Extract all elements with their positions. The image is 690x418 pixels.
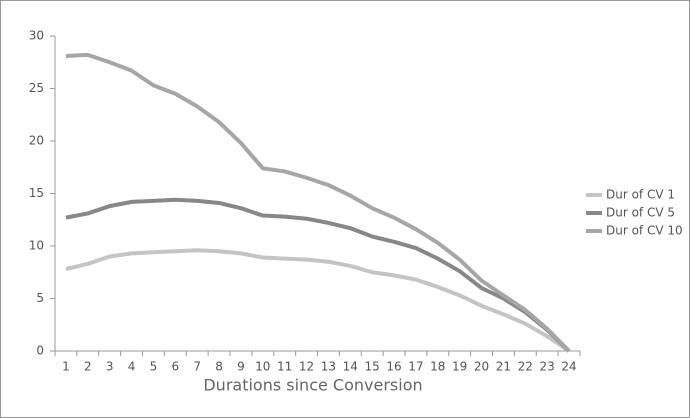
x-tick-label: 17 xyxy=(408,360,423,374)
series-line xyxy=(65,197,571,353)
x-tick-label: 8 xyxy=(215,360,223,374)
x-tick-label: 14 xyxy=(343,360,358,374)
x-tick-label: 19 xyxy=(452,360,467,374)
x-tick-label: 24 xyxy=(561,360,576,374)
legend-label: Dur of CV 1 xyxy=(606,188,675,202)
x-tick-label: 4 xyxy=(128,360,136,374)
x-tick-label: 12 xyxy=(299,360,314,374)
x-tick-label: 18 xyxy=(430,360,445,374)
x-tick-label: 15 xyxy=(365,360,380,374)
x-tick-label: 21 xyxy=(496,360,511,374)
x-tick-label: 11 xyxy=(277,360,292,374)
x-axis-title: Durations since Conversion xyxy=(203,376,422,395)
x-tick-label: 10 xyxy=(255,360,270,374)
series-line xyxy=(65,52,571,353)
y-tick-label: 5 xyxy=(36,291,44,305)
x-tick-label: 23 xyxy=(540,360,555,374)
y-tick-label: 10 xyxy=(29,239,44,253)
x-tick-label: 20 xyxy=(474,360,489,374)
x-tick-label: 13 xyxy=(321,360,336,374)
legend-label: Dur of CV 5 xyxy=(606,206,675,220)
y-tick-label: 15 xyxy=(29,186,44,200)
x-tick-label: 16 xyxy=(386,360,401,374)
x-tick-label: 5 xyxy=(150,360,158,374)
x-tick-label: 6 xyxy=(171,360,179,374)
legend-label: Dur of CV 10 xyxy=(606,224,683,238)
x-tick-label: 9 xyxy=(237,360,245,374)
y-tick-label: 30 xyxy=(29,29,44,43)
y-tick-label: 20 xyxy=(29,134,44,148)
x-tick-label: 2 xyxy=(84,360,92,374)
y-tick-label: 0 xyxy=(36,344,44,358)
y-tick-label: 25 xyxy=(29,81,44,95)
x-tick-label: 3 xyxy=(106,360,114,374)
x-tick-label: 1 xyxy=(62,360,70,374)
x-tick-label: 7 xyxy=(193,360,201,374)
series-line xyxy=(65,248,571,353)
x-tick-label: 22 xyxy=(518,360,533,374)
